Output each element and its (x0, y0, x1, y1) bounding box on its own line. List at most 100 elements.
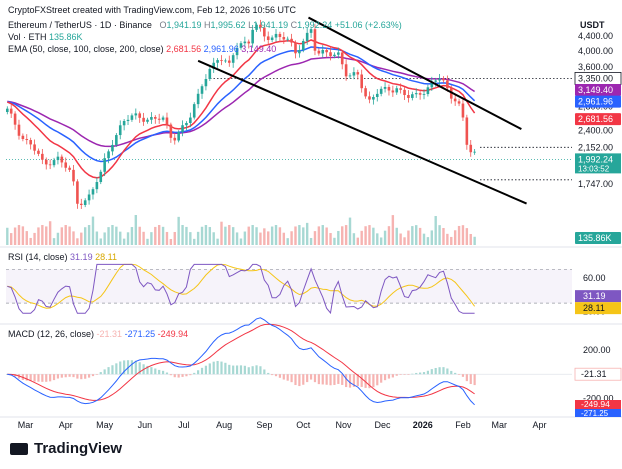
volume-bar (103, 232, 106, 245)
macd-histogram-bar (302, 374, 305, 385)
macd-histogram-bar (337, 374, 340, 384)
macd-histogram-bar (76, 374, 79, 379)
volume-bar (130, 227, 134, 245)
macd-histogram-bar (99, 372, 102, 375)
ema50-value: 2,681.56 (166, 44, 202, 54)
candle-body (465, 117, 469, 145)
candle-body (107, 151, 110, 159)
candle-body (103, 158, 106, 172)
candle-body (44, 159, 48, 165)
ema100-tag-label: 2,961.96 (578, 97, 613, 107)
price-tick-label: 4,000.00 (578, 46, 613, 56)
candle-body (243, 41, 247, 44)
macd-histogram-bar (267, 372, 270, 375)
candle-body (111, 144, 114, 152)
macd-histogram-bar (91, 374, 95, 377)
candle-body (438, 78, 441, 81)
ema50-line (7, 39, 476, 179)
rsi-value: 31.19 (70, 252, 93, 262)
volume-bar (391, 215, 395, 245)
volume-bar (80, 232, 83, 245)
macd-histogram-bar (33, 374, 36, 382)
macd-histogram-bar (95, 374, 98, 375)
macd-histogram-bar (446, 368, 449, 375)
ema-legend[interactable]: EMA (50, close, 100, close, 200, close) … (8, 44, 277, 54)
macd-histogram-bar (438, 367, 441, 375)
volume-bar (48, 221, 52, 245)
candle-body (333, 54, 336, 56)
candle-body (41, 153, 44, 160)
level-high-tag (575, 141, 621, 154)
volume-bar (161, 226, 165, 245)
volume-bar (313, 231, 317, 245)
candle-body (356, 72, 360, 75)
macd-histogram-bar (465, 374, 468, 382)
macd-histogram-bar (356, 374, 359, 387)
volume-bar (446, 233, 449, 245)
macd-hist-tag-label: -21.31 (581, 369, 607, 379)
macd-histogram-bar (411, 373, 414, 375)
macd-signal-value: -249.94 (157, 329, 189, 339)
macd-histogram-bar (274, 374, 278, 377)
volume-legend[interactable]: Vol · ETH 135.86K (8, 32, 83, 42)
resistance-tag (575, 72, 621, 85)
ema200-tag (575, 84, 621, 97)
macd-histogram-bar (380, 374, 383, 383)
close-value: 1,992.24 (297, 20, 333, 30)
candle-body (270, 37, 274, 41)
candle-body (321, 49, 325, 54)
macd-histogram-bar (247, 367, 250, 375)
macd-histogram-bar (235, 365, 239, 375)
tradingview-logo[interactable]: TradingView (10, 440, 122, 457)
macd-histogram-bar (415, 372, 418, 375)
candle-body (395, 88, 399, 93)
last-price-tag-label: 1,992.24 (578, 154, 613, 164)
candle-body (33, 144, 36, 151)
volume-bar (263, 228, 266, 245)
macd-tick-label: 200.00 (583, 345, 611, 355)
candle-body (37, 150, 40, 154)
open-value: 1,941.19 (166, 20, 202, 30)
volume-bar (111, 225, 114, 245)
volume-bar (290, 231, 293, 245)
volume-bar (87, 225, 91, 245)
rsi-line (7, 263, 475, 315)
candle-body (72, 169, 75, 182)
rsi-value-tag (575, 290, 621, 303)
time-tick-label: Sep (256, 420, 272, 430)
macd-legend[interactable]: MACD (12, 26, close) -21.31 -271.25 -249… (8, 329, 189, 339)
macd-histogram-bar (419, 372, 422, 375)
rsi-ma-line (7, 263, 476, 309)
candle-body (220, 60, 223, 61)
rsi-legend[interactable]: RSI (14, close) 31.19 28.11 (8, 252, 117, 262)
volume-bar (83, 227, 87, 245)
volume-bar (91, 216, 95, 245)
macd-histogram-bar (243, 365, 246, 375)
macd-histogram-bar (68, 374, 71, 377)
volume-bar (376, 233, 379, 245)
volume-bar (305, 222, 309, 245)
volume-bar (442, 228, 445, 245)
symbol-legend[interactable]: Ethereum / TetherUS · 1D · Binance O1,94… (8, 20, 402, 30)
currency-label: USDT (580, 20, 605, 30)
candle-body (407, 95, 410, 98)
volume-bar (37, 227, 40, 245)
macd-histogram-bar (49, 374, 52, 382)
volume-bar (150, 232, 153, 245)
macd-histogram-bar (442, 367, 445, 375)
candle-body (286, 38, 290, 40)
candle-body (118, 125, 122, 136)
volume-bar (415, 225, 418, 245)
candle-body (138, 113, 142, 118)
candle-body (122, 121, 126, 126)
macd-histogram-bar (434, 367, 437, 375)
macd-histogram-bar (352, 374, 356, 387)
volume-bar (181, 225, 184, 245)
volume-bar (17, 225, 21, 245)
macd-histogram-bar (212, 361, 215, 375)
macd-histogram-bar (403, 374, 406, 375)
candle-body (91, 189, 95, 195)
time-tick-label: Oct (296, 420, 311, 430)
macd-histogram-bar (169, 374, 172, 376)
